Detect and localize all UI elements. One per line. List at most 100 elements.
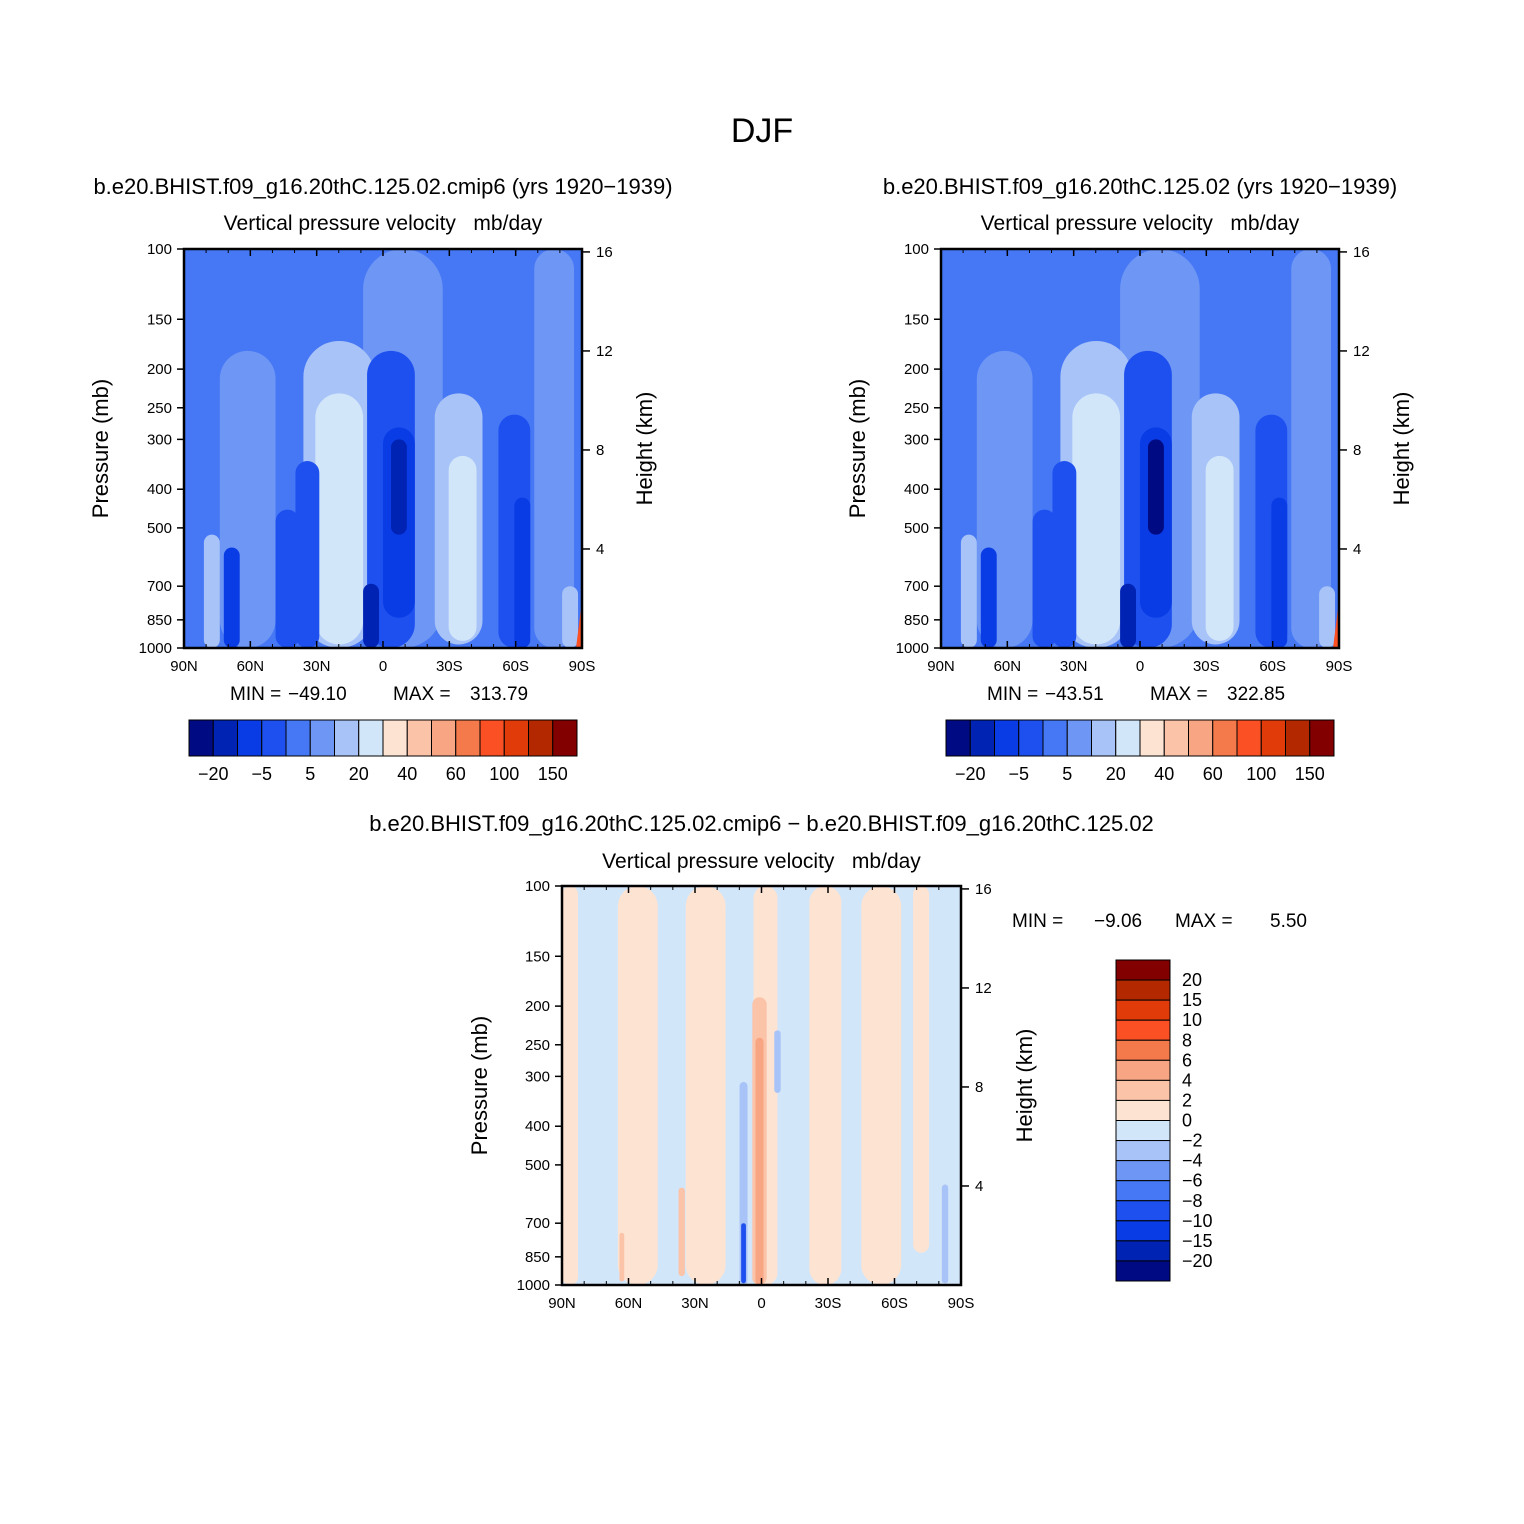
min-value: −9.06 (1094, 911, 1142, 932)
colorbar-box (994, 719, 1020, 757)
panel-2: b.e20.BHIST.f09_g16.20thC.125.02 (yrs 19… (845, 174, 1414, 784)
min-label: MIN = (230, 684, 281, 705)
panel-subtitle: Vertical pressure velocity mb/day (981, 212, 1300, 235)
y-tick-label: 150 (147, 311, 172, 328)
colorbar-box (1115, 1079, 1171, 1101)
contour-band (275, 509, 300, 648)
contour-band (809, 886, 842, 1285)
colorbar-box (1115, 1180, 1171, 1202)
colorbar-label: −4 (1182, 1151, 1203, 1171)
colorbar-box (479, 719, 505, 757)
y-tick-label: 500 (525, 1157, 550, 1174)
colorbar-label: −15 (1182, 1231, 1213, 1251)
colorbar-label: 100 (489, 764, 519, 784)
contour-band (223, 547, 240, 648)
y-tick-label: 300 (525, 1068, 550, 1085)
x-tick-label: 0 (1136, 658, 1144, 675)
x-tick-label: 60S (1259, 658, 1286, 675)
x-tick-label: 30N (1060, 658, 1088, 675)
colorbar-box (1115, 1140, 1171, 1162)
contour-band (562, 586, 579, 648)
y-tick-label: 400 (525, 1118, 550, 1135)
y-tick-label: 300 (904, 431, 929, 448)
min-value: −43.51 (1045, 684, 1104, 705)
y-tick-label: 250 (147, 400, 172, 417)
y-tick-label: 500 (904, 520, 929, 537)
panel-title: b.e20.BHIST.f09_g16.20thC.125.02 (yrs 19… (883, 174, 1397, 199)
x-tick-label: 60N (615, 1295, 643, 1312)
figure-title: DJF (731, 112, 793, 150)
colorbar-box (1260, 719, 1286, 757)
contour-band (1333, 600, 1339, 648)
colorbar-label: −20 (1182, 1251, 1213, 1271)
y-tick-label: 850 (147, 612, 172, 629)
colorbar-box (382, 719, 408, 757)
colorbar-label: 6 (1182, 1050, 1192, 1070)
colorbar-label: 150 (1295, 764, 1325, 784)
x-tick-label: 30S (815, 1295, 842, 1312)
contour-field (184, 249, 582, 648)
contour-band (678, 1187, 685, 1277)
colorbar-box (188, 719, 214, 757)
colorbar-box (1115, 1120, 1171, 1142)
min-label: MIN = (987, 684, 1038, 705)
colorbar-box (969, 719, 995, 757)
colorbar-box (1212, 719, 1238, 757)
colorbar-label: −2 (1182, 1131, 1203, 1151)
y2-tick-label: 4 (975, 1178, 983, 1195)
y-axis-label: Pressure (mb) (845, 379, 870, 518)
y-tick-label: 200 (904, 361, 929, 378)
colorbar-label: −6 (1182, 1171, 1203, 1191)
y2-tick-label: 8 (975, 1079, 983, 1096)
y-tick-label: 700 (525, 1215, 550, 1232)
y2-axis-label: Height (km) (1012, 1029, 1037, 1143)
y-tick-label: 150 (904, 311, 929, 328)
y-axis-label: Pressure (mb) (88, 379, 113, 518)
colorbar-box (1188, 719, 1214, 757)
y-tick-label: 1000 (896, 640, 929, 657)
colorbar-box (1236, 719, 1262, 757)
y-tick-label: 200 (525, 998, 550, 1015)
panel-subtitle: Vertical pressure velocity mb/day (224, 212, 543, 235)
x-tick-label: 60N (237, 658, 265, 675)
contour-band (1319, 586, 1336, 648)
y-tick-label: 150 (525, 948, 550, 965)
colorbar-box (1115, 1200, 1171, 1222)
colorbar-label: −5 (251, 764, 272, 784)
colorbar-label: 150 (538, 764, 568, 784)
contour-band (741, 1223, 746, 1284)
x-tick-label: 60S (502, 658, 529, 675)
y-tick-label: 200 (147, 361, 172, 378)
colorbar-label: 2 (1182, 1090, 1192, 1110)
panel-subtitle: Vertical pressure velocity mb/day (602, 850, 921, 873)
colorbar-box (334, 719, 360, 757)
y-tick-label: 1000 (139, 640, 172, 657)
contour-band (363, 583, 380, 648)
colorbar-box (1115, 1039, 1171, 1061)
colorbar-label: 4 (1182, 1070, 1192, 1090)
colorbar-box (1115, 979, 1171, 1001)
x-tick-label: 0 (379, 658, 387, 675)
colorbar-label: 60 (1203, 764, 1223, 784)
contour-band (617, 886, 658, 1285)
colorbar-label: −5 (1008, 764, 1029, 784)
x-tick-label: 60S (881, 1295, 908, 1312)
contour-band (576, 600, 582, 648)
y2-tick-label: 16 (975, 881, 992, 898)
y-tick-label: 500 (147, 520, 172, 537)
max-value: 5.50 (1270, 911, 1307, 932)
y2-tick-label: 12 (975, 980, 992, 997)
x-tick-label: 90N (927, 658, 955, 675)
colorbar-box (1115, 1099, 1171, 1121)
colorbar-label: 5 (1062, 764, 1072, 784)
y-tick-label: 100 (147, 241, 172, 258)
colorbar-box (358, 719, 384, 757)
panel-1: b.e20.BHIST.f09_g16.20thC.125.02.cmip6 (… (88, 174, 673, 784)
colorbar-box (261, 719, 287, 757)
panel-3: b.e20.BHIST.f09_g16.20thC.125.02.cmip6 −… (369, 811, 1307, 1312)
colorbar-box (1115, 1220, 1171, 1242)
colorbar-box (1066, 719, 1092, 757)
colorbar-box (1115, 999, 1171, 1021)
